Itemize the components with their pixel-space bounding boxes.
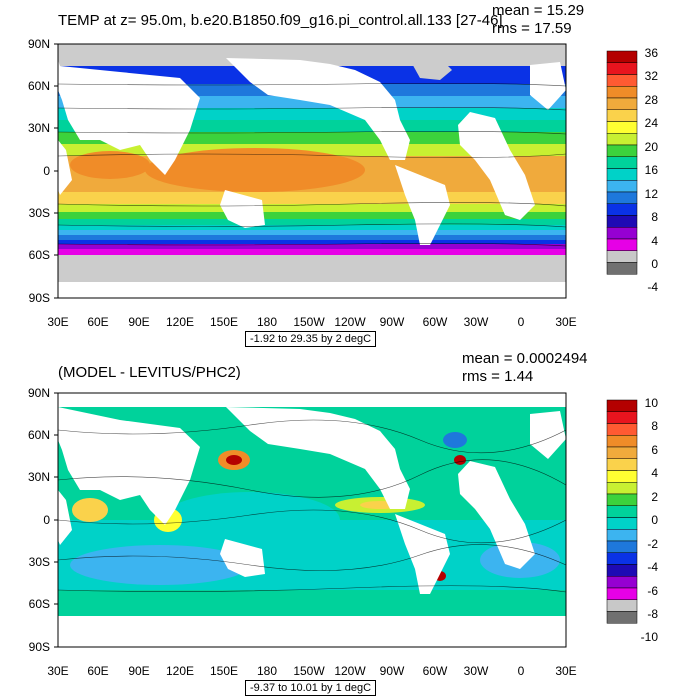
panel1-colorbar-label: 32 — [644, 69, 658, 83]
panel1-lon-label: 60E — [87, 315, 109, 329]
panel1-colorbar-label: 28 — [644, 93, 658, 107]
panel1-lon-label: 90W — [379, 315, 405, 329]
panel2-rms: rms = 1.44 — [462, 368, 534, 385]
panel1-lon-label: 30W — [463, 315, 489, 329]
colorbar-swatch — [606, 611, 638, 624]
panel1-lon-label: 150E — [209, 315, 239, 329]
panel2-lat-label: 60N — [27, 428, 50, 442]
panel1-lon-label: 30E — [555, 315, 577, 329]
panel2-colorbar-label: 4 — [651, 466, 658, 480]
panel1-colorbar-label: 36 — [644, 46, 658, 60]
panel1-lon-label: 120W — [334, 315, 366, 329]
panel2-lat-label: 0 — [43, 513, 50, 527]
panel1-lon-label: 60W — [422, 315, 448, 329]
panel1-contour-range: -1.92 to 29.35 by 2 degC — [245, 331, 377, 347]
panel2-colorbar — [606, 399, 638, 624]
panel2-lon-label: 60E — [87, 664, 109, 678]
panel1-colorbar-label: 4 — [651, 234, 658, 248]
panel2-lon-label: 120E — [165, 664, 195, 678]
panel1-mean: mean = 15.29 — [492, 2, 585, 19]
panel2-lon-label: 90E — [128, 664, 150, 678]
panel2-colorbar-label: 6 — [651, 443, 658, 457]
panel1-lat-label: 60S — [28, 248, 50, 262]
panel1-title: TEMP at z= 95.0m, b.e20.B1850.f09_g16.pi… — [58, 12, 503, 29]
panel2-lon-label: 150W — [293, 664, 325, 678]
panel1-lat-label: 60N — [27, 79, 50, 93]
panel2-lat-label: 90N — [27, 386, 50, 400]
panel1-lon-label: 30E — [47, 315, 69, 329]
panel2-lat-label: 60S — [28, 597, 50, 611]
panel2-lat-label: 90S — [28, 640, 50, 654]
panel2-mean: mean = 0.0002494 — [462, 350, 588, 367]
panel2-colorbar-label: -2 — [647, 537, 658, 551]
panel2-colorbar-label: 2 — [651, 490, 658, 504]
panel1-rms: rms = 17.59 — [492, 20, 572, 37]
panel2-colorbar-label: 0 — [651, 513, 658, 527]
panel1-map — [57, 43, 567, 299]
panel1-lat-label: 0 — [43, 164, 50, 178]
panel1-colorbar-label: 12 — [644, 187, 658, 201]
panel1-lat-label: 90N — [27, 37, 50, 51]
panel1-lon-label: 180 — [256, 315, 278, 329]
panel1-lat-label: 90S — [28, 291, 50, 305]
panel2-colorbar-label: -6 — [647, 584, 658, 598]
colorbar-swatch — [606, 262, 638, 275]
panel1-lon-label: 150W — [293, 315, 325, 329]
panel1-colorbar-label: 8 — [651, 210, 658, 224]
panel2-lon-label: 30E — [555, 664, 577, 678]
panel2-colorbar-label: -4 — [647, 560, 658, 574]
panel1-colorbar-label: -4 — [647, 280, 658, 294]
panel1-colorbar — [606, 50, 638, 275]
panel2-colorbar-label: -8 — [647, 607, 658, 621]
panel2-title: (MODEL - LEVITUS/PHC2) — [58, 364, 241, 381]
panel1-lon-label: 90E — [128, 315, 150, 329]
panel2-lon-label: 90W — [379, 664, 405, 678]
panel1-colorbar-label: 0 — [651, 257, 658, 271]
panel2-lon-label: 30W — [463, 664, 489, 678]
panel1-lat-label: 30N — [27, 121, 50, 135]
panel1-colorbar-label: 24 — [644, 116, 658, 130]
panel1-lat-label: 30S — [28, 206, 50, 220]
panel2-lat-label: 30S — [28, 555, 50, 569]
panel2-contour-range: -9.37 to 10.01 by 1 degC — [245, 680, 377, 696]
panel2-colorbar-label: 10 — [644, 396, 658, 410]
panel2-lon-label: 30E — [47, 664, 69, 678]
panel2-lat-label: 30N — [27, 470, 50, 484]
panel1-ticks — [54, 43, 58, 299]
panel1-colorbar-label: 16 — [644, 163, 658, 177]
panel2-lon-label: 150E — [209, 664, 239, 678]
panel2-lon-label: 120W — [334, 664, 366, 678]
panel2-lon-label: 60W — [422, 664, 448, 678]
panel2-lon-label: 180 — [256, 664, 278, 678]
panel2-ticks — [54, 392, 58, 648]
panel1-lon-label: 120E — [165, 315, 195, 329]
panel2-colorbar-label: 8 — [651, 419, 658, 433]
panel1-lon-label: 0 — [517, 315, 525, 329]
panel2-map — [57, 392, 567, 648]
panel1-colorbar-label: 20 — [644, 140, 658, 154]
panel2-lon-label: 0 — [517, 664, 525, 678]
panel2-colorbar-label: -10 — [640, 630, 658, 644]
